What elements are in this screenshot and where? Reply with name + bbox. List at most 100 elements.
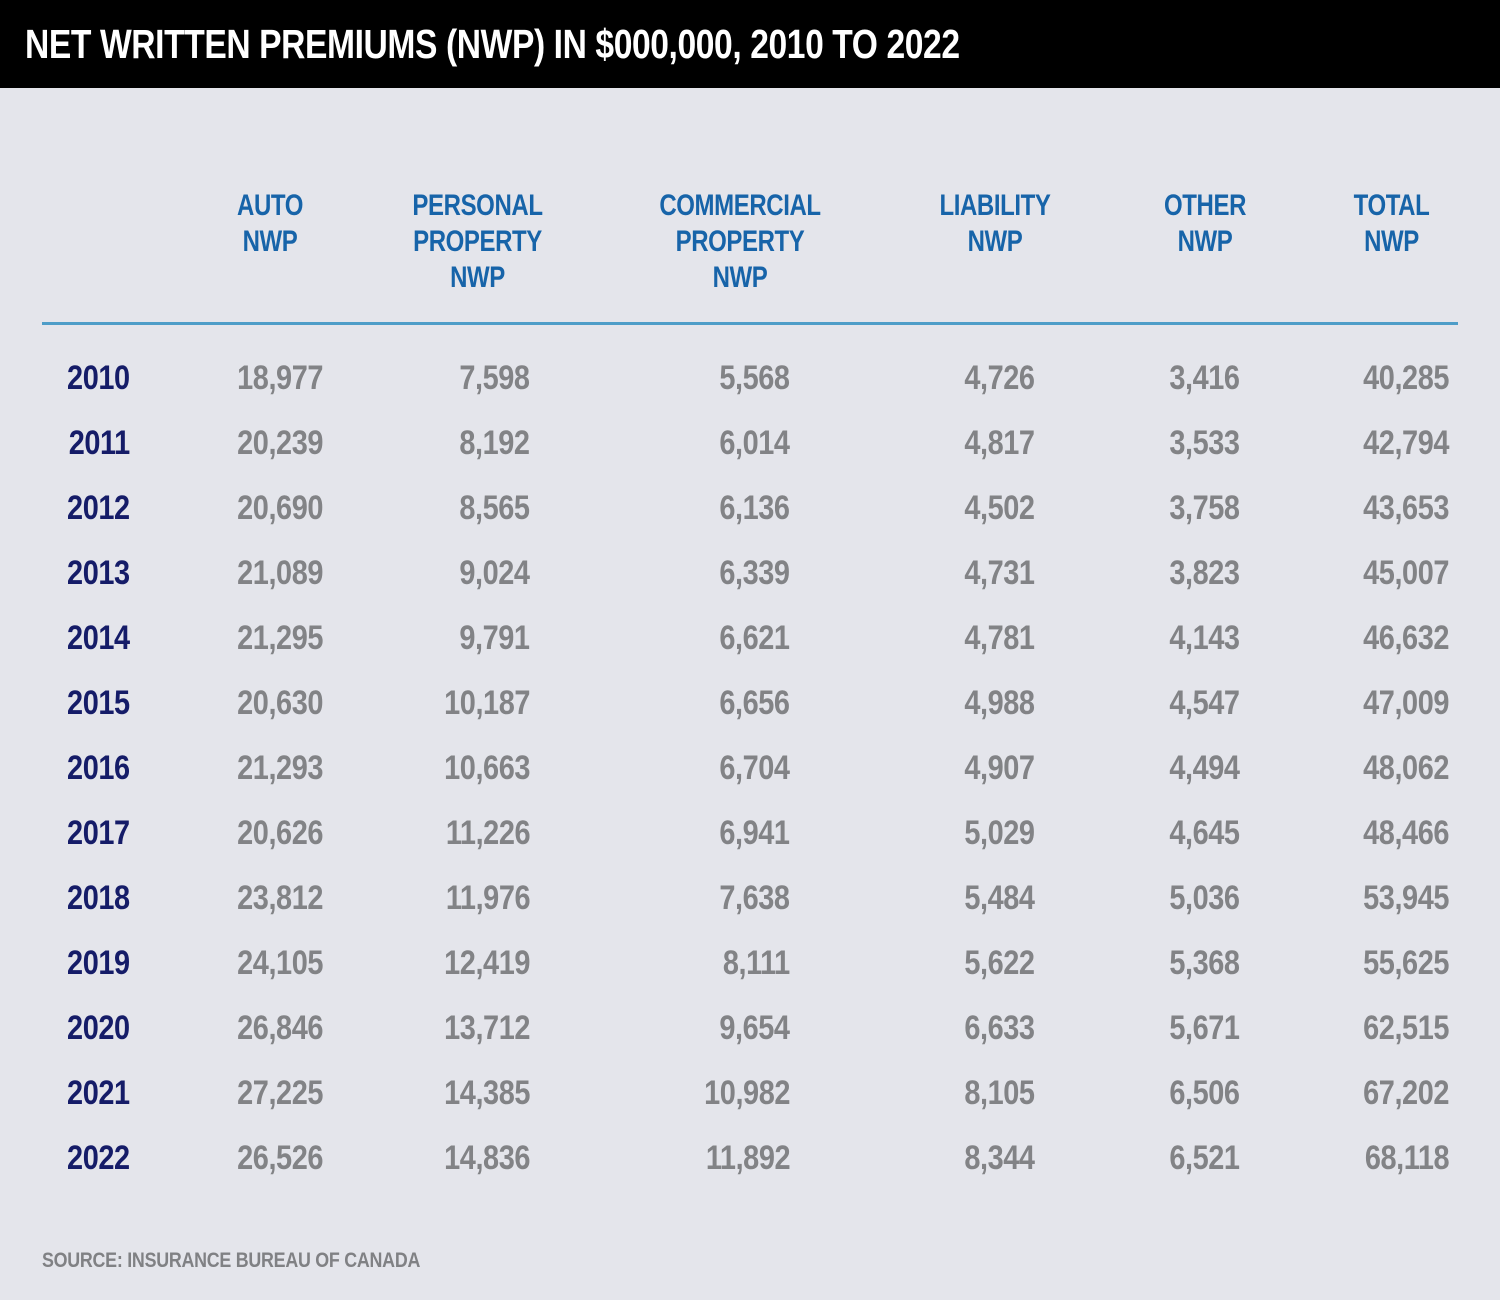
header-line: LIABILITY bbox=[939, 189, 1051, 222]
value-cell-commercial-property: 6,621 bbox=[719, 619, 791, 657]
value-cell-liability: 8,105 bbox=[964, 1074, 1036, 1112]
page-title: NET WRITTEN PREMIUMS (NWP) IN $000,000, … bbox=[25, 20, 960, 67]
value-cell-other: 4,494 bbox=[1169, 749, 1241, 787]
value-cell-other: 3,533 bbox=[1169, 424, 1241, 462]
value-cell-personal-property: 9,791 bbox=[459, 619, 531, 657]
value-cell-total: 55,625 bbox=[1363, 944, 1449, 982]
value-cell-total: 48,466 bbox=[1363, 814, 1449, 852]
year-cell: 2016 bbox=[67, 749, 130, 787]
value-cell-commercial-property: 6,941 bbox=[719, 814, 791, 852]
value-cell-liability: 6,633 bbox=[964, 1009, 1036, 1047]
value-cell-commercial-property: 11,892 bbox=[705, 1139, 791, 1177]
year-cell: 2015 bbox=[67, 684, 130, 722]
value-cell-auto: 26,526 bbox=[237, 1139, 323, 1177]
value-cell-liability: 5,029 bbox=[964, 814, 1036, 852]
value-cell-liability: 4,817 bbox=[964, 424, 1036, 462]
value-cell-auto: 23,812 bbox=[237, 879, 323, 917]
value-cell-commercial-property: 6,656 bbox=[719, 684, 791, 722]
header-line: NWP bbox=[712, 261, 768, 294]
value-cell-other: 3,416 bbox=[1169, 359, 1241, 397]
value-cell-commercial-property: 10,982 bbox=[704, 1074, 790, 1112]
header-line: PROPERTY bbox=[675, 225, 805, 258]
value-cell-auto: 20,630 bbox=[237, 684, 323, 722]
value-cell-commercial-property: 7,638 bbox=[719, 879, 791, 917]
value-cell-other: 5,036 bbox=[1169, 879, 1241, 917]
value-cell-liability: 4,988 bbox=[964, 684, 1036, 722]
year-cell: 2010 bbox=[67, 359, 130, 397]
value-cell-personal-property: 9,024 bbox=[459, 554, 531, 592]
header-line: NWP bbox=[242, 225, 298, 258]
source-note: SOURCE: INSURANCE BUREAU OF CANADA bbox=[42, 1249, 1500, 1273]
value-cell-other: 4,547 bbox=[1169, 684, 1241, 722]
value-cell-commercial-property: 6,704 bbox=[719, 749, 791, 787]
value-cell-auto: 21,293 bbox=[237, 749, 323, 787]
header-line: NWP bbox=[967, 225, 1023, 258]
table-row-2020: 2020 26,846 13,712 9,654 6,633 5,671 62,… bbox=[42, 996, 1458, 1061]
value-cell-personal-property: 14,385 bbox=[444, 1074, 530, 1112]
value-cell-auto: 20,239 bbox=[237, 424, 323, 462]
value-cell-total: 53,945 bbox=[1363, 879, 1449, 917]
value-cell-personal-property: 8,192 bbox=[459, 424, 531, 462]
value-cell-total: 40,285 bbox=[1363, 359, 1449, 397]
header-line: NWP bbox=[450, 261, 505, 294]
header-line: OTHER bbox=[1164, 189, 1246, 222]
value-cell-total: 46,632 bbox=[1363, 619, 1449, 657]
value-cell-auto: 20,690 bbox=[237, 489, 323, 527]
value-cell-personal-property: 10,187 bbox=[444, 684, 530, 722]
value-cell-liability: 8,344 bbox=[964, 1139, 1036, 1177]
value-cell-liability: 5,622 bbox=[964, 944, 1036, 982]
value-cell-liability: 4,726 bbox=[964, 359, 1036, 397]
column-header-year bbox=[42, 88, 160, 325]
header-line: NWP bbox=[1364, 225, 1419, 258]
title-bar: NET WRITTEN PREMIUMS (NWP) IN $000,000, … bbox=[0, 0, 1500, 88]
column-header-personal-property-nwp: PERSONAL PROPERTY NWP bbox=[380, 88, 575, 325]
header-line: PERSONAL bbox=[412, 189, 543, 222]
value-cell-other: 6,521 bbox=[1169, 1139, 1241, 1177]
value-cell-commercial-property: 6,136 bbox=[719, 489, 791, 527]
column-header-auto-nwp: AUTO NWP bbox=[160, 88, 380, 325]
year-cell: 2017 bbox=[67, 814, 130, 852]
table-row-2021: 2021 27,225 14,385 10,982 8,105 6,506 67… bbox=[42, 1061, 1458, 1126]
value-cell-other: 6,506 bbox=[1169, 1074, 1241, 1112]
value-cell-total: 47,009 bbox=[1363, 684, 1449, 722]
value-cell-auto: 18,977 bbox=[237, 359, 323, 397]
value-cell-commercial-property: 8,111 bbox=[722, 944, 790, 982]
value-cell-personal-property: 13,712 bbox=[444, 1009, 530, 1047]
value-cell-liability: 4,731 bbox=[964, 554, 1036, 592]
value-cell-personal-property: 11,976 bbox=[445, 879, 531, 917]
value-cell-other: 3,823 bbox=[1169, 554, 1241, 592]
year-cell: 2019 bbox=[67, 944, 130, 982]
table-row-2018: 2018 23,812 11,976 7,638 5,484 5,036 53,… bbox=[42, 866, 1458, 931]
value-cell-personal-property: 14,836 bbox=[444, 1139, 530, 1177]
table-row-2014: 2014 21,295 9,791 6,621 4,781 4,143 46,6… bbox=[42, 606, 1458, 671]
value-cell-total: 68,118 bbox=[1364, 1139, 1450, 1177]
value-cell-auto: 21,089 bbox=[237, 554, 323, 592]
value-cell-auto: 27,225 bbox=[237, 1074, 323, 1112]
header-line: PROPERTY bbox=[413, 225, 542, 258]
year-cell: 2011 bbox=[68, 424, 130, 462]
table-row-2015: 2015 20,630 10,187 6,656 4,988 4,547 47,… bbox=[42, 671, 1458, 736]
value-cell-auto: 21,295 bbox=[237, 619, 323, 657]
table-row-2017: 2017 20,626 11,226 6,941 5,029 4,645 48,… bbox=[42, 801, 1458, 866]
value-cell-commercial-property: 6,014 bbox=[719, 424, 791, 462]
value-cell-total: 45,007 bbox=[1363, 554, 1449, 592]
column-header-total-nwp: TOTAL NWP bbox=[1325, 88, 1458, 325]
value-cell-other: 3,758 bbox=[1169, 489, 1241, 527]
value-cell-commercial-property: 6,339 bbox=[719, 554, 791, 592]
year-cell: 2020 bbox=[67, 1009, 130, 1047]
value-cell-personal-property: 12,419 bbox=[444, 944, 530, 982]
table-row-2022: 2022 26,526 14,836 11,892 8,344 6,521 68… bbox=[42, 1126, 1458, 1191]
value-cell-total: 67,202 bbox=[1363, 1074, 1449, 1112]
value-cell-personal-property: 8,565 bbox=[459, 489, 531, 527]
table-row-2011: 2011 20,239 8,192 6,014 4,817 3,533 42,7… bbox=[42, 411, 1458, 476]
year-cell: 2012 bbox=[67, 489, 130, 527]
table-row-2010: 2010 18,977 7,598 5,568 4,726 3,416 40,2… bbox=[42, 324, 1458, 412]
table-header-row: AUTO NWP PERSONAL PROPERTY NWP COMMERCIA… bbox=[42, 88, 1458, 325]
column-header-other-nwp: OTHER NWP bbox=[1085, 88, 1325, 325]
value-cell-liability: 4,781 bbox=[964, 619, 1036, 657]
column-header-liability-nwp: LIABILITY NWP bbox=[905, 88, 1085, 325]
header-line: COMMERCIAL bbox=[659, 189, 821, 222]
value-cell-auto: 24,105 bbox=[237, 944, 323, 982]
value-cell-other: 5,368 bbox=[1169, 944, 1241, 982]
year-cell: 2013 bbox=[67, 554, 130, 592]
